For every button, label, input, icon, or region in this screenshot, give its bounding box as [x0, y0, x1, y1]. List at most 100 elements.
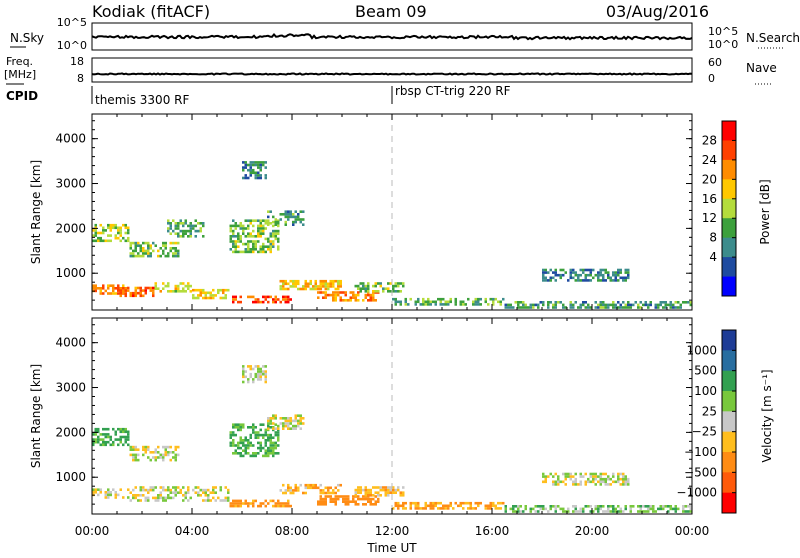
velocity-echo-cell [132, 494, 135, 497]
velocity-colorbar-tick-label: 1000 [686, 343, 717, 357]
power-echo-cell [334, 299, 337, 302]
velocity-echo-cell [249, 375, 252, 379]
power-echo-cell [244, 161, 247, 164]
power-echo-cell [547, 306, 550, 309]
velocity-echo-cell [147, 496, 150, 500]
power-echo-cell [147, 254, 150, 258]
velocity-echo-cell [569, 477, 572, 481]
velocity-echo-cell [604, 480, 607, 484]
power-echo-cell [272, 298, 275, 301]
power-echo-cell [632, 303, 635, 307]
velocity-echo-cell [264, 428, 267, 432]
velocity-echo-cell [297, 422, 300, 425]
power-echo-cell [427, 300, 430, 304]
velocity-echo-cell [257, 452, 260, 455]
power-echo-cell [142, 249, 145, 253]
power-echo-cell [92, 229, 95, 232]
power-echo-cell [324, 296, 327, 299]
velocity-echo-cell [402, 504, 405, 508]
power-echo-cell [309, 287, 312, 291]
velocity-echo-cell [137, 458, 140, 462]
power-echo-cell [319, 287, 322, 291]
velocity-echo-cell [144, 448, 147, 451]
velocity-echo-cell [267, 449, 270, 452]
power-echo-cell [252, 235, 255, 238]
power-echo-cell [142, 252, 145, 255]
velocity-echo-cell [624, 505, 627, 508]
velocity-echo-cell [599, 475, 602, 478]
power-echo-cell [289, 215, 292, 219]
velocity-echo-cell [612, 510, 615, 513]
power-echo-cell [334, 287, 337, 291]
velocity-echo-cell [162, 488, 165, 492]
power-echo-cell [294, 282, 297, 286]
velocity-echo-cell [177, 486, 180, 489]
velocity-echo-cell [134, 445, 137, 449]
power-echo-cell [247, 250, 250, 254]
velocity-echo-cell [252, 431, 255, 434]
velocity-echo-cell [252, 499, 255, 503]
velocity-echo-cell [627, 483, 630, 486]
power-echo-cell [257, 219, 260, 222]
velocity-echo-cell [254, 433, 257, 437]
power-echo-cell [309, 282, 312, 286]
velocity-echo-cell [267, 439, 270, 442]
velocity-echo-cell [252, 380, 255, 384]
velocity-echo-cell [687, 510, 690, 513]
power-echo-cell [177, 287, 180, 290]
velocity-echo-cell [332, 489, 335, 492]
power-echo-cell [272, 215, 275, 219]
velocity-echo-cell [244, 444, 247, 447]
velocity-echo-cell [572, 483, 575, 486]
power-echo-cell [329, 282, 332, 286]
velocity-echo-cell [374, 500, 377, 503]
velocity-echo-cell [617, 505, 620, 508]
power-echo-cell [562, 268, 565, 272]
velocity-echo-cell [124, 427, 127, 431]
power-echo-cell [174, 222, 177, 225]
power-echo-cell [94, 287, 97, 290]
velocity-echo-cell [534, 505, 537, 508]
power-echo-cell [424, 300, 427, 304]
power-echo-cell [314, 279, 317, 283]
velocity-echo-cell [127, 443, 130, 447]
power-echo-cell [584, 273, 587, 277]
velocity-echo-cell [232, 502, 235, 505]
velocity-echo-cell [244, 452, 247, 455]
power-echo-cell [237, 232, 240, 235]
velocity-echo-cell [509, 507, 512, 511]
velocity-echo-cell [217, 496, 220, 500]
power-echo-cell [217, 288, 220, 292]
velocity-echo-cell [487, 504, 490, 508]
velocity-echo-cell [602, 510, 605, 513]
velocity-echo-cell [337, 495, 340, 498]
power-echo-cell [229, 240, 232, 243]
velocity-echo-cell [124, 438, 127, 441]
power-echo-cell [544, 276, 547, 280]
velocity-echo-cell [622, 480, 625, 484]
power-echo-cell [262, 224, 265, 228]
velocity-echo-cell [259, 504, 262, 508]
power-echo-cell [252, 219, 255, 222]
velocity-echo-cell [272, 444, 275, 447]
velocity-echo-cell [497, 501, 500, 505]
power-echo-cell [262, 242, 265, 246]
power-colorbar-swatch [722, 140, 736, 161]
velocity-echo-cell [294, 486, 297, 490]
velocity-echo-cell [244, 446, 247, 450]
velocity-echo-cell [214, 491, 217, 494]
velocity-echo-cell [269, 441, 272, 445]
power-echo-cell [292, 215, 295, 219]
velocity-echo-cell [292, 419, 295, 423]
power-echo-cell [524, 303, 527, 307]
nave-tick-bottom: 0 [708, 72, 715, 85]
power-echo-cell [564, 271, 567, 274]
velocity-echo-cell [177, 491, 180, 494]
power-echo-cell [572, 271, 575, 274]
power-echo-cell [307, 285, 310, 288]
velocity-echo-cell [169, 496, 172, 500]
power-echo-cell [257, 166, 260, 169]
velocity-echo-cell [599, 483, 602, 486]
power-echo-cell [584, 301, 587, 304]
velocity-echo-cell [629, 510, 632, 513]
